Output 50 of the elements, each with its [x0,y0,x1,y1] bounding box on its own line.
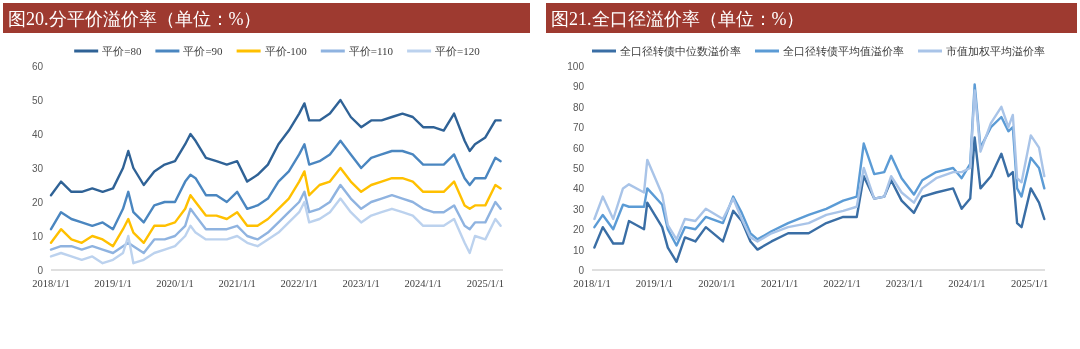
x-tick-label: 2022/1/1 [823,278,861,289]
line-series [49,139,502,231]
x-tick-label: 2024/1/1 [404,278,442,289]
x-tick-label: 2021/1/1 [218,278,256,289]
x-tick-label: 2018/1/1 [32,278,70,289]
legend-label: 平价-100 [264,45,308,57]
y-tick-label: 30 [572,203,585,215]
x-tick-label: 2024/1/1 [948,278,986,289]
y-tick-label: 100 [567,61,585,72]
legend-label: 平价=120 [435,45,481,57]
x-tick-label: 2023/1/1 [342,278,380,289]
x-tick-label: 2020/1/1 [156,278,194,289]
chart-title: 图20.分平价溢价率（单位：%） [8,9,262,29]
legend-label: 平价=110 [348,45,394,57]
x-tick-label: 2019/1/1 [94,278,132,289]
y-tick-label: 10 [572,244,585,256]
y-tick-label: 0 [37,265,44,276]
legend-label: 市值加权平均溢价率 [946,45,1045,57]
x-tick-label: 2025/1/1 [1010,278,1049,289]
legend-label: 全口径转债平均值溢价率 [783,45,904,57]
x-tick-label: 2025/1/1 [466,278,505,289]
line-series [49,98,502,197]
x-tick-label: 2023/1/1 [885,278,924,289]
y-tick-label: 30 [31,163,44,174]
legend-label: 全口径转债中位数溢价率 [620,45,741,57]
y-tick-label: 90 [572,81,585,93]
x-tick-label: 2018/1/1 [573,278,611,289]
y-tick-label: 70 [572,122,585,134]
y-tick-label: 50 [31,95,44,106]
x-tick-label: 2019/1/1 [635,278,674,289]
y-tick-label: 80 [572,101,585,113]
y-tick-label: 10 [31,231,44,242]
y-tick-label: 0 [578,265,585,276]
y-tick-label: 20 [31,197,44,208]
y-tick-label: 50 [572,163,585,174]
y-tick-label: 20 [572,224,585,236]
y-tick-label: 40 [31,129,44,140]
x-tick-label: 2021/1/1 [760,278,799,289]
line-series [49,183,502,255]
line-series [49,166,502,248]
x-tick-label: 2022/1/1 [280,278,318,289]
x-tick-label: 2020/1/1 [698,278,736,289]
chart-title: 图21.全口径溢价率（单位：%） [551,9,805,29]
line-series [593,136,1046,264]
y-tick-label: 60 [572,142,585,154]
y-tick-label: 40 [572,183,585,195]
legend-label: 平价=80 [102,45,142,57]
legend-label: 平价=90 [183,45,224,57]
y-tick-label: 60 [31,61,44,72]
line-series [49,197,502,265]
